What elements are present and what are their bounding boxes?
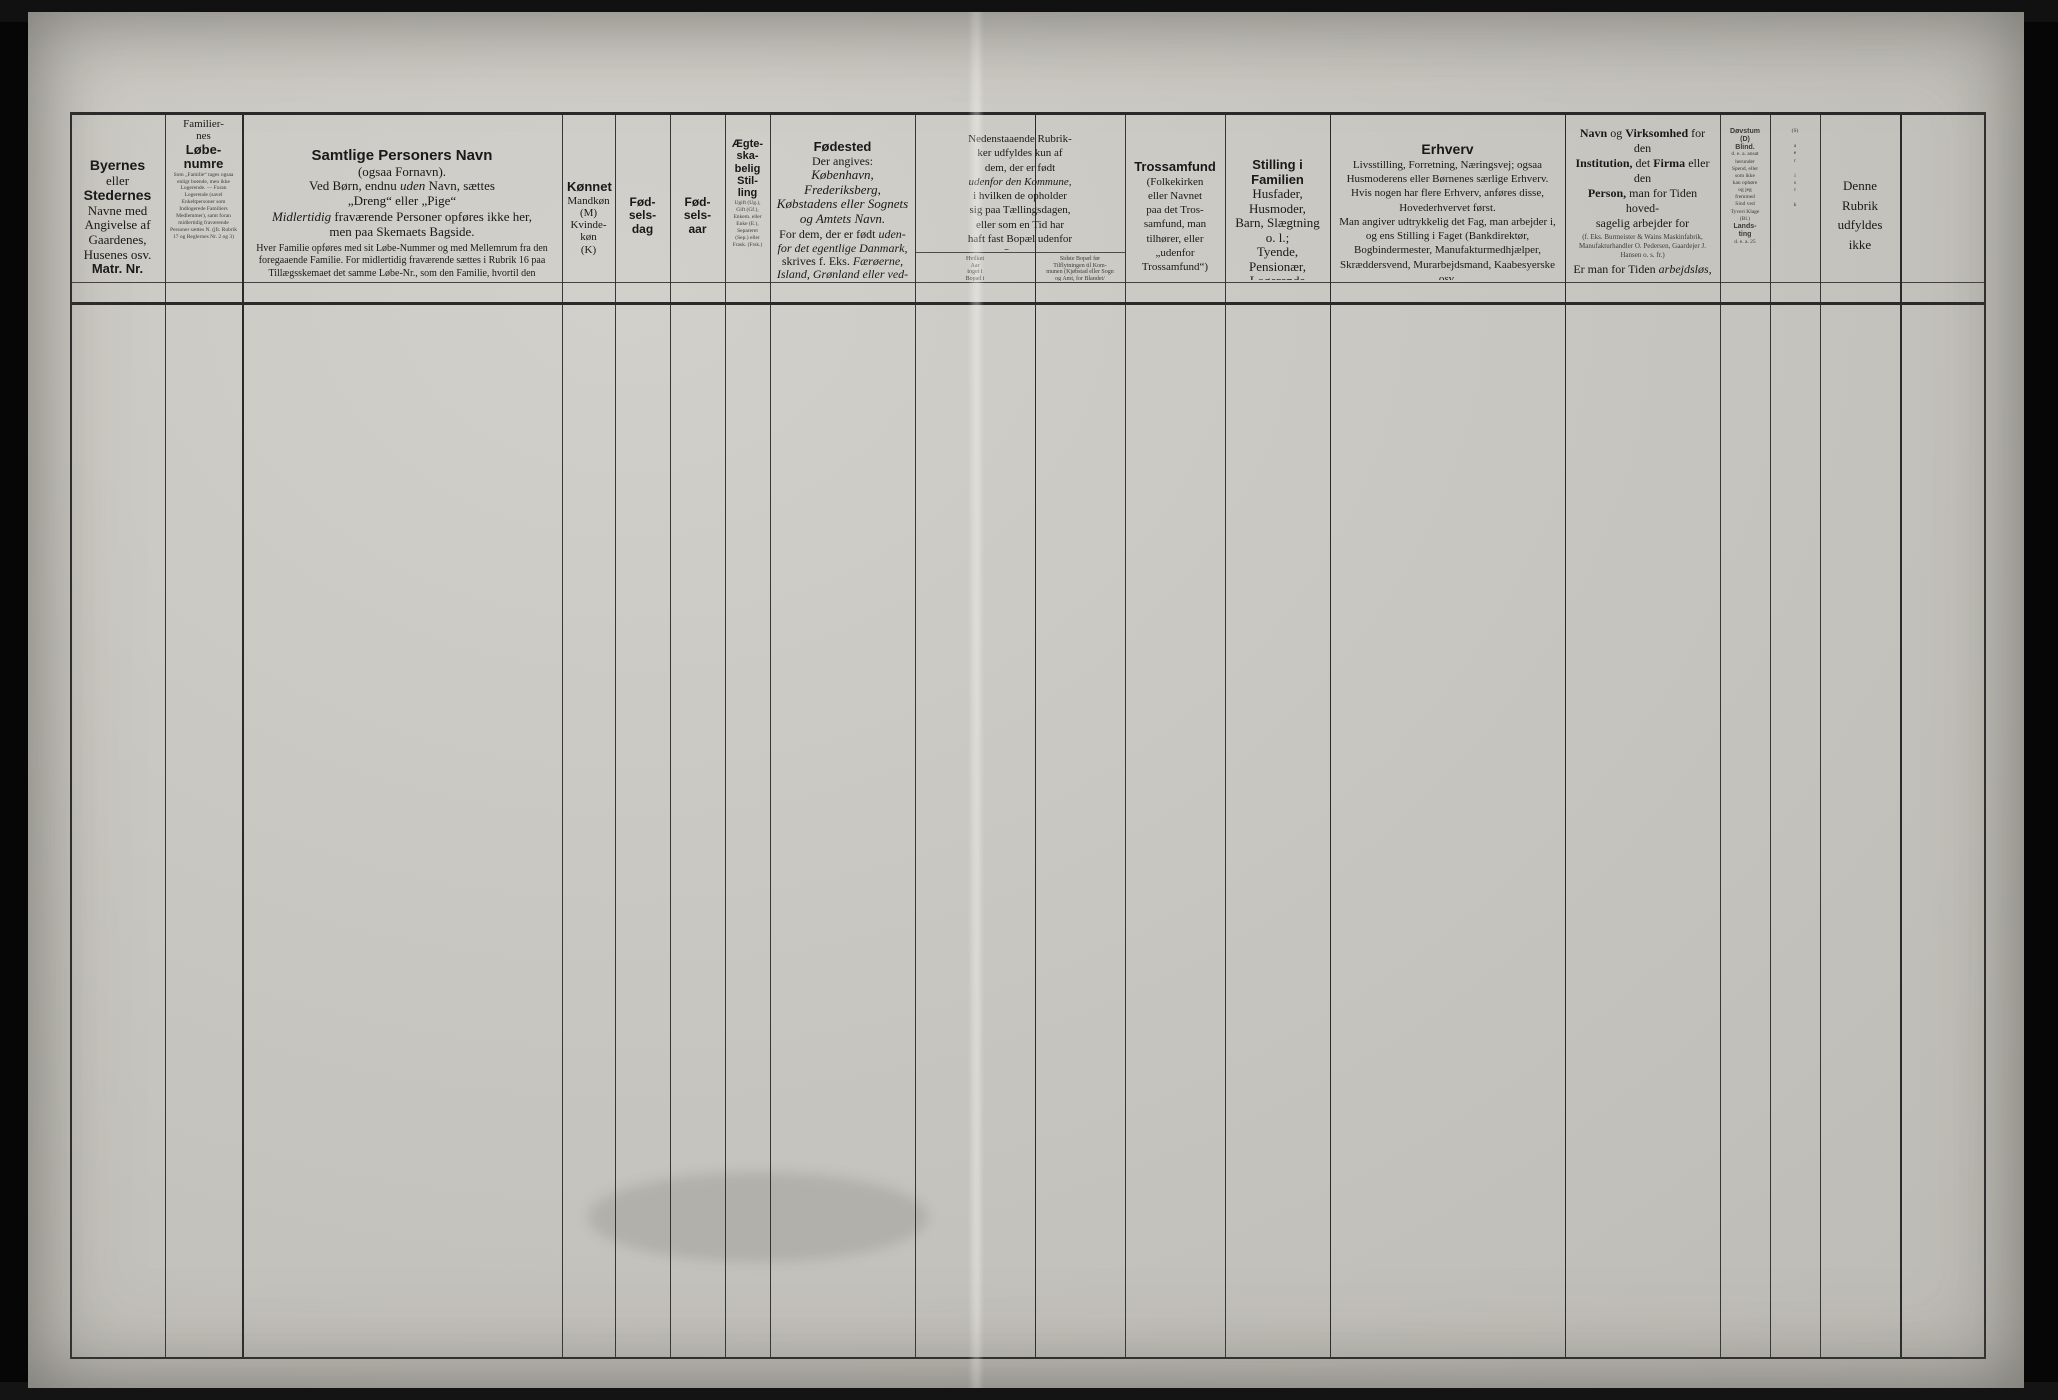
column-header-15b: (S) a e r i s t k	[1791, 128, 1799, 209]
column-header-17: Denne Rubrik udfyldes ikke	[1837, 178, 1883, 252]
column-header-2: Familier-nes Løbe-numre Som „Familie“ ta…	[170, 118, 237, 240]
column-header-8: Fødested Der angives: København, Frederi…	[776, 139, 909, 280]
column-header-9-10-band: Nedenstaaende Rubrik-ker udfyldes kun af…	[967, 133, 1073, 250]
census-table: Byernes eller Stedernes Navne med Angive…	[70, 112, 1986, 1359]
census-sheet: Byernes eller Stedernes Navne med Angive…	[28, 12, 2024, 1388]
column-header-3: Samtlige Personers Navn (ogsaa Fornavn).…	[256, 147, 548, 279]
column-header-15: Døvstum (D) Blind. d. e. a. ansat herunder S…	[1730, 128, 1760, 245]
column-header-5: Fød-sels-dag	[628, 195, 657, 236]
column-header-10-sub: Sidste Bopæl før Tilflytningen til Kom-mu…	[1046, 256, 1114, 281]
column-header-7: Ægte-ska-belig Stil-ling Ugift (Ug.), Gif…	[731, 138, 764, 249]
column-header-13: Erhverv Livsstilling, Forretning, Næring…	[1339, 141, 1556, 280]
column-header-1: Byernes eller Stedernes Navne med Angive…	[83, 157, 152, 277]
column-header-4: Kønnet Mandkøn (M) Kvinde-køn (K)	[567, 179, 612, 256]
column-header-12: Stilling i Familien Husfader, Husmoder, …	[1235, 157, 1320, 280]
column-header-14: Navn og Virksomhed for den Institution, …	[1573, 126, 1712, 280]
column-header-6: Fød-sels-aar	[683, 195, 712, 236]
column-header-11: Trossamfund (Folkekirken eller Navnet paa …	[1134, 159, 1216, 274]
